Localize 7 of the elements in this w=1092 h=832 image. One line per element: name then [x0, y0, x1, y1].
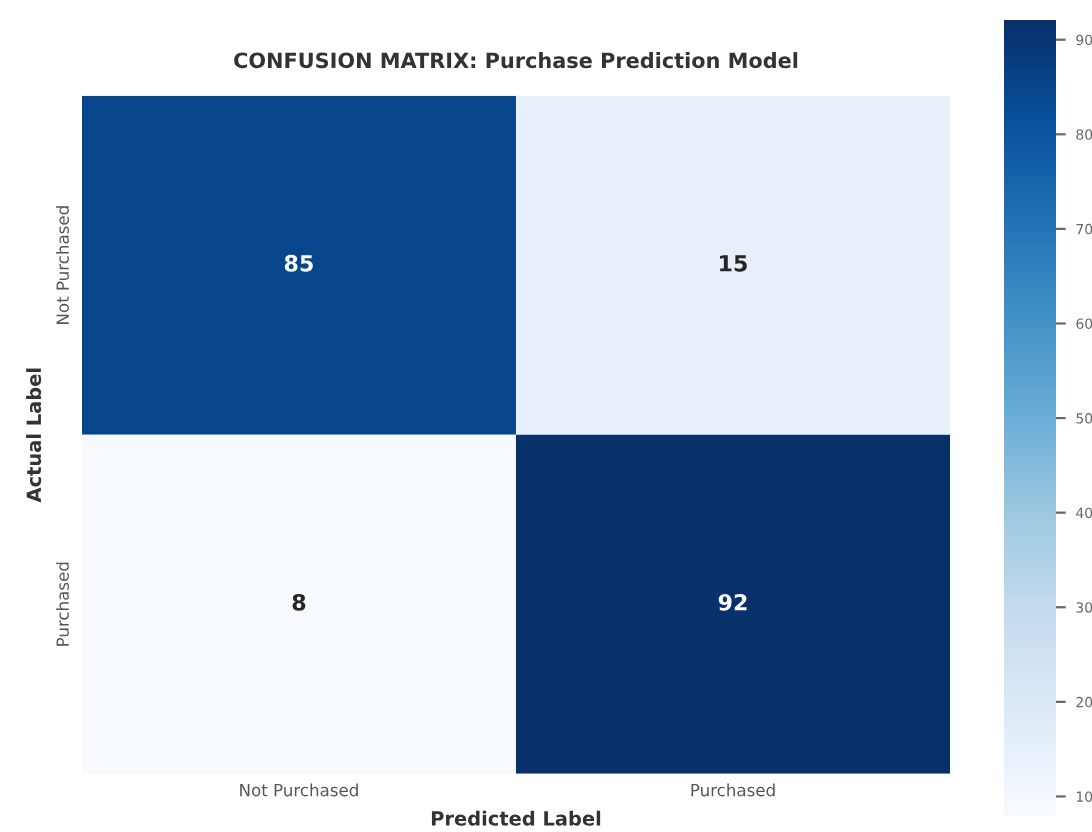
- data-label: 92: [718, 593, 747, 611]
- y-axis-title: Actual Label: [26, 368, 42, 503]
- data-label: 8: [292, 593, 306, 611]
- x-axis-title: Predicted Label: [431, 810, 601, 826]
- data-label: 15: [720, 255, 747, 272]
- chart-title: CONFUSION MATRIX: Purchase Prediction Model: [234, 52, 798, 69]
- data-label: 85: [284, 254, 313, 272]
